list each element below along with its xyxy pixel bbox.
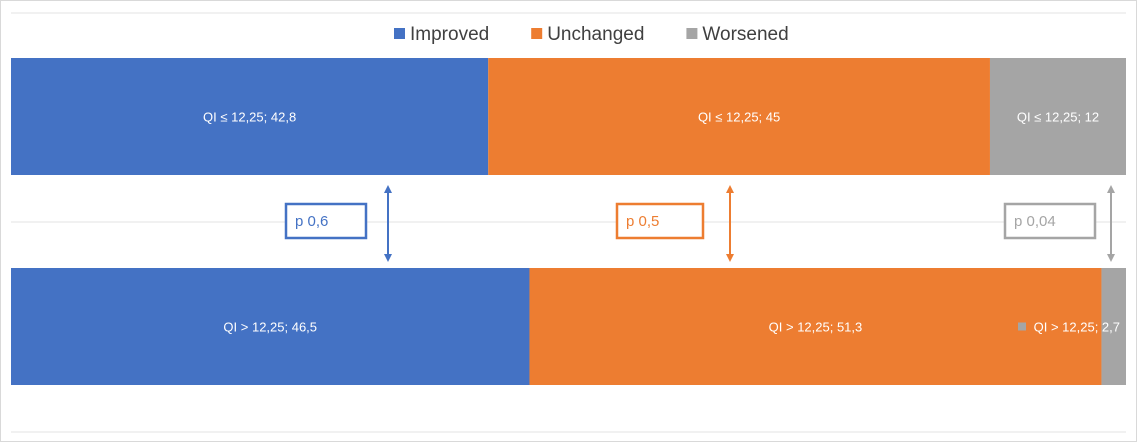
p-value-label-worsened: p 0,04	[1014, 213, 1056, 230]
p-value-box-worsened	[1003, 202, 1097, 240]
data-label-swatch-worsened-1	[1018, 322, 1026, 331]
data-label-worsened-0: QI ≤ 12,25; 12	[1017, 110, 1099, 125]
p-value-arrow-head-up-improved	[384, 185, 392, 193]
data-label-unchanged-0: QI ≤ 12,25; 45	[698, 110, 780, 125]
p-value-arrow-head-up-unchanged	[726, 185, 734, 193]
p-value-arrow-head-down-worsened	[1107, 254, 1115, 262]
bar-worsened-0	[989, 58, 1126, 175]
p-value-box-improved	[284, 202, 368, 240]
legend-swatch-worsened	[686, 28, 698, 39]
bar-unchanged-1	[529, 268, 1102, 385]
legend-swatch-unchanged	[531, 28, 543, 39]
data-label-worsened-1: QI > 12,25; 2,7	[1034, 320, 1120, 335]
data-label-improved-0: QI ≤ 12,25; 42,8	[203, 110, 296, 125]
p-value-box-unchanged	[615, 202, 705, 240]
p-value-label-unchanged: p 0,5	[626, 213, 659, 230]
bar-improved-0	[11, 58, 489, 175]
data-label-improved-1: QI > 12,25; 46,5	[223, 320, 317, 335]
bar-worsened-1	[1101, 268, 1126, 385]
p-value-label-improved: p 0,6	[295, 213, 328, 230]
p-value-arrow-head-up-worsened	[1107, 185, 1115, 193]
legend-label-worsened: Worsened	[702, 24, 788, 45]
legend-swatch-improved	[394, 28, 405, 39]
p-value-arrow-head-down-improved	[384, 254, 392, 262]
data-label-unchanged-1: QI > 12,25; 51,3	[769, 320, 863, 335]
legend-label-improved: Improved	[410, 24, 489, 45]
legend-label-unchanged: Unchanged	[547, 24, 644, 45]
bar-improved-1	[11, 268, 530, 385]
p-value-arrow-head-down-unchanged	[726, 254, 734, 262]
bar-unchanged-0	[488, 58, 990, 175]
